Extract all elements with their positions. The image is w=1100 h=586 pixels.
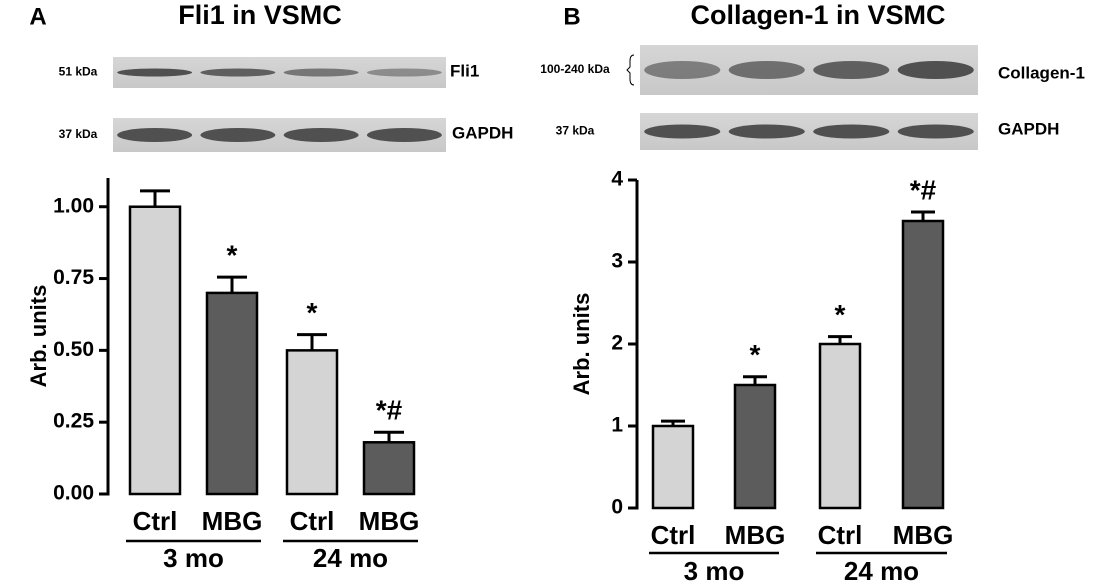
x-tick-label: MBG [725,520,786,550]
x-tick-label: Ctrl [818,520,863,550]
group-label: 24 mo [313,543,388,573]
bar [362,441,416,496]
x-tick-label: Ctrl [290,506,335,536]
blot-band [117,68,193,77]
group-label: 3 mo [163,543,224,573]
significance: * [750,339,761,370]
blot-band [813,124,890,139]
x-tick-label: Ctrl [133,506,178,536]
blot-band [200,128,276,142]
y-tick-label: 0 [611,496,623,519]
significance: *# [376,395,403,426]
bar [818,342,862,510]
bar [733,383,777,510]
significance: *# [910,174,937,205]
blot-band [897,61,974,79]
blot-label: GAPDH [998,119,1059,138]
panel-label: B [563,3,580,30]
blot-band [728,61,805,79]
y-tick-label: 1 [611,414,623,437]
blot-band [813,61,890,79]
blot-band [366,128,442,142]
group-label: 3 mo [684,556,745,586]
y-tick-label: 4 [611,168,623,191]
x-tick-label: Ctrl [651,520,696,550]
blot-band [283,128,359,142]
y-tick-label: 1.00 [53,194,94,217]
significance: * [307,297,318,328]
y-tick-label: 3 [611,250,623,273]
bar [901,219,945,510]
x-tick-label: MBG [893,520,954,550]
panel-label: A [29,3,46,30]
blot-band [200,68,276,77]
x-tick-label: MBG [202,506,263,536]
bar [128,205,182,496]
y-tick-label: 0.50 [53,338,94,361]
blot-band [644,61,721,79]
blot-band [366,68,442,77]
blot-band [644,124,721,139]
bar [285,349,339,496]
brace [626,54,635,86]
chart-title: Fli1 in VSMC [178,0,342,30]
y-tick-label: 0.00 [53,482,94,505]
blot-marker: 100-240 kDa [540,62,610,76]
bar [651,424,695,510]
significance: * [227,239,238,270]
chart-title: Collagen-1 in VSMC [690,0,945,30]
y-axis-label: Arb. units [26,285,51,388]
group-label: 24 mo [844,556,919,586]
y-tick-label: 0.75 [53,266,94,289]
blot-band [283,68,359,77]
blot-band [897,124,974,139]
blot-label: GAPDH [452,123,513,142]
significance: * [835,299,846,330]
y-tick-label: 2 [611,332,623,355]
blot-label: Collagen-1 [998,63,1085,82]
blot-marker: 37 kDa [59,127,98,141]
y-axis-label: Arb. units [569,293,594,396]
blot-marker: 51 kDa [59,65,98,79]
blot-label: Fli1 [450,61,479,80]
x-tick-label: MBG [359,506,420,536]
blot-band [728,124,805,139]
blot-band [117,128,193,142]
y-tick-label: 0.25 [53,410,94,433]
bar [205,291,259,496]
blot-marker: 37 kDa [556,124,595,138]
